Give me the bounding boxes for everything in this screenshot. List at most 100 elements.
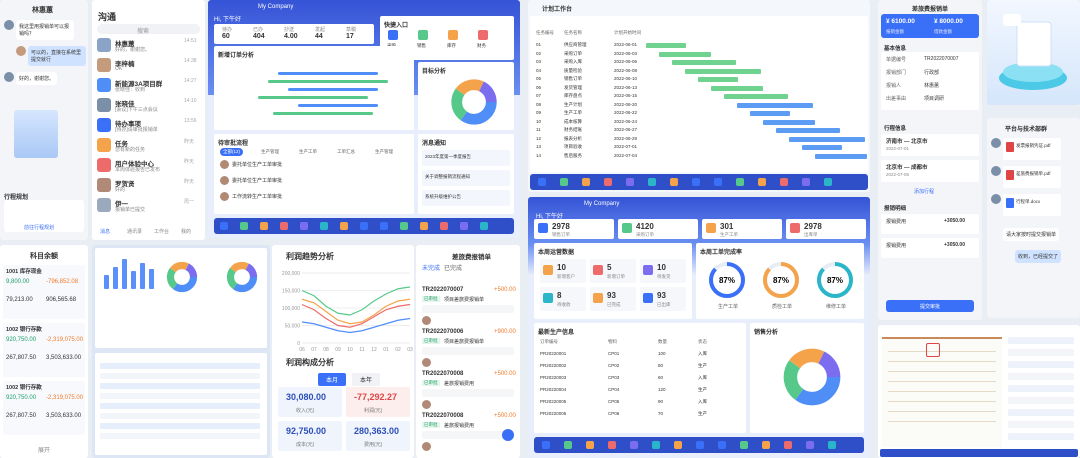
image-message xyxy=(14,110,58,158)
cell: 质量检验 xyxy=(564,67,582,73)
app-icon xyxy=(448,30,458,40)
cell: 60 xyxy=(658,375,664,380)
cell: 供应商管理 xyxy=(564,42,587,47)
cell: 09 xyxy=(536,110,542,115)
field-row xyxy=(1008,433,1074,440)
time: 昨天 xyxy=(184,179,195,185)
dock-icon xyxy=(480,222,488,230)
amount-card xyxy=(881,14,979,38)
avatar xyxy=(97,38,111,52)
status: 已审批 xyxy=(422,296,440,302)
dock-icon xyxy=(320,222,328,230)
section-title: 基本信息 xyxy=(884,46,907,52)
donut-segment xyxy=(226,261,258,293)
field-label: 单据编号 xyxy=(886,57,907,63)
avatar xyxy=(97,78,111,92)
dock-icon xyxy=(604,178,612,186)
cell: 2022-06-27 xyxy=(614,127,638,132)
cell: 发货管理 xyxy=(564,84,582,90)
file-name: 差旅费报销单.pdf xyxy=(1016,171,1051,176)
doc-no: TR2022070006 xyxy=(422,329,464,335)
desc: 项目差旅费报销单 xyxy=(444,339,485,345)
amount: 267,807.50 xyxy=(6,355,37,361)
dock-icon xyxy=(300,222,308,230)
avatar xyxy=(97,118,111,132)
platform-top xyxy=(1003,62,1063,82)
dock-icon xyxy=(696,441,704,449)
table-row xyxy=(100,383,260,389)
dock-icon xyxy=(582,178,590,186)
last-message: [会议]下午三点会议 xyxy=(115,107,158,113)
tile-value: 10 xyxy=(557,263,566,272)
status: 已审批 xyxy=(422,380,440,386)
cell: CP06 xyxy=(608,411,620,416)
trip-card xyxy=(881,134,979,156)
ring-caption: 质检工单 xyxy=(772,304,793,310)
chart-title: 利润趋势分析 xyxy=(286,252,334,261)
card xyxy=(4,200,84,232)
dock-icon xyxy=(360,222,368,230)
time: 昨天 xyxy=(184,139,195,145)
cell: 入库 xyxy=(698,351,707,356)
cell: 06 xyxy=(536,84,542,90)
metric-value: -77,292.27 xyxy=(354,392,398,402)
period-tab: 本月 xyxy=(318,373,347,386)
dock xyxy=(880,449,1078,457)
date: 2022-07-05 xyxy=(886,172,910,177)
amount-label: 报销金额 xyxy=(886,29,904,34)
line xyxy=(301,286,411,316)
tab: 未完成 xyxy=(422,266,441,272)
cell: 2022-06-08 xyxy=(614,67,638,73)
gantt-bar xyxy=(268,80,388,83)
dock-icon xyxy=(714,178,722,186)
account-code: 1002 银行存款 xyxy=(6,385,42,391)
bar xyxy=(113,267,118,289)
detail-label: 报销费用 xyxy=(886,219,907,225)
gantt-bar xyxy=(672,60,736,65)
gantt-bar xyxy=(646,43,686,48)
app-icon xyxy=(418,30,428,40)
message: 请大家按时提交报销单 xyxy=(1003,228,1060,241)
cell: 生产计划 xyxy=(564,101,582,107)
column-header: 计划开始时间 xyxy=(614,30,641,35)
chart-title: 利润构成分析 xyxy=(286,358,334,367)
todo-card xyxy=(214,134,414,214)
doc-no: TR2022070008 xyxy=(422,413,464,419)
column-header: 订单编号 xyxy=(540,339,558,344)
table-card xyxy=(534,323,746,433)
donut-segment xyxy=(783,348,841,406)
cell: 08 xyxy=(536,101,542,107)
cell: 10 xyxy=(536,118,542,124)
detail-card xyxy=(881,238,979,258)
cell: CP01 xyxy=(608,351,620,356)
ring: 87% xyxy=(709,262,745,298)
stat-value: 4.00 xyxy=(284,33,298,40)
y-tick-label: 100,000 xyxy=(282,306,300,312)
metric-label: 费用(元) xyxy=(364,442,383,448)
stat-value: 2978 xyxy=(552,222,570,231)
avatar xyxy=(16,46,26,56)
table-row xyxy=(100,393,260,399)
group-chat: 平台与技术部群 发票报销凭证.pdf 差旅费报销单.pdf 行程单.docx 请大家按时… xyxy=(987,118,1080,318)
stat-card xyxy=(702,219,782,239)
field-row xyxy=(1008,409,1074,416)
field-row xyxy=(1008,373,1074,380)
last-message: 好的 xyxy=(115,187,126,193)
gantt-bar xyxy=(278,72,378,75)
dock-icon xyxy=(340,222,348,230)
contact-name: 任务 xyxy=(115,141,128,148)
time: 14:10 xyxy=(184,98,197,104)
route: 北京市 — 成都市 xyxy=(886,165,928,171)
time: 14:27 xyxy=(184,78,197,84)
cell: 2022-06-06 xyxy=(614,59,638,64)
cell: 采购入库 xyxy=(564,59,582,64)
contact-name: 李梓楠 xyxy=(115,61,135,68)
x-tick-label: 10 xyxy=(347,347,353,353)
gantt-bar xyxy=(763,119,815,125)
avatar xyxy=(97,58,111,72)
route: 济南市 — 北京市 xyxy=(886,139,928,145)
bar xyxy=(140,263,145,289)
dock-icon xyxy=(674,441,682,449)
tile-icon xyxy=(593,265,603,275)
amount: +500.00 xyxy=(494,371,516,377)
